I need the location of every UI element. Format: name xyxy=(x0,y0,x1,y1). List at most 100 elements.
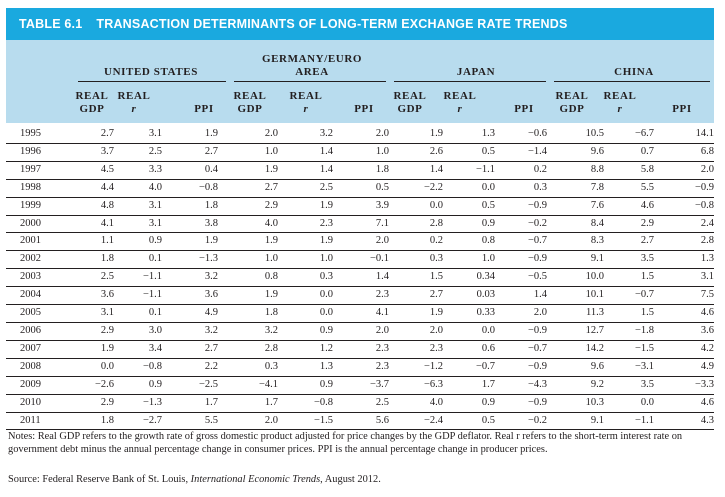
table-cell: 0.33 xyxy=(476,307,495,319)
row-year: 1996 xyxy=(20,145,41,157)
table-cell: 0.1 xyxy=(148,253,162,265)
table-cell: −4.3 xyxy=(527,378,547,390)
table-cell: 3.3 xyxy=(148,163,162,175)
col-header-cn-real-gdp: REAL GDP xyxy=(555,90,589,115)
table-cell: 1.7 xyxy=(204,396,218,408)
table-cell: −0.8 xyxy=(313,396,333,408)
table-cell: −3.7 xyxy=(369,378,389,390)
table-cell: 2.0 xyxy=(375,324,389,336)
group-rule-china xyxy=(554,81,710,82)
table-cell: 0.0 xyxy=(481,181,495,193)
table-cell: 1.9 xyxy=(264,163,278,175)
table-row: 2005 3.1 0.1 4.9 1.8 0.0 4.1 1.9 0.33 2.0 11.3 1.5 4… xyxy=(6,305,714,323)
table-cell: 4.6 xyxy=(700,396,714,408)
table-cell: 2.5 xyxy=(319,181,333,193)
table-cell: −0.9 xyxy=(527,360,547,372)
table-cell: −1.1 xyxy=(475,163,495,175)
table-cell: −0.9 xyxy=(527,253,547,265)
table-cell: 1.9 xyxy=(100,342,114,354)
table-cell: 0.5 xyxy=(375,181,389,193)
table-cell: 2.7 xyxy=(204,145,218,157)
table-cell: 2.7 xyxy=(264,181,278,193)
table-cell: 1.8 xyxy=(100,253,114,265)
table-cell: 4.5 xyxy=(100,163,114,175)
table-cell: 11.3 xyxy=(586,307,604,319)
table-cell: −2.5 xyxy=(198,378,218,390)
table-row: 2002 1.8 0.1 −1.3 1.0 1.0 −0.1 0.3 1.0 −0.9 9.1 3.5… xyxy=(6,251,714,269)
table-cell: 4.6 xyxy=(700,307,714,319)
table-cell: 12.7 xyxy=(585,324,604,336)
table-cell: 2.0 xyxy=(533,307,547,319)
table-cell: 1.3 xyxy=(700,253,714,265)
table-cell: 9.2 xyxy=(590,378,604,390)
table-cell: 10.0 xyxy=(585,271,604,283)
table-cell: 0.9 xyxy=(148,378,162,390)
table-cell: 2.5 xyxy=(148,145,162,157)
table-cell: −2.4 xyxy=(423,414,443,426)
table-cell: 10.1 xyxy=(585,289,604,301)
table-cell: 2.0 xyxy=(700,163,714,175)
table-cell: 8.8 xyxy=(590,163,604,175)
table-cell: 4.9 xyxy=(700,360,714,372)
data-table: 1995 2.7 3.1 1.9 2.0 3.2 2.0 1.9 1.3 −0.6 10.5 −6.7… xyxy=(6,126,714,430)
table-cell: 3.1 xyxy=(700,271,714,283)
table-cell: −0.9 xyxy=(527,324,547,336)
table-cell: 0.5 xyxy=(481,414,495,426)
table-cell: −0.8 xyxy=(694,199,714,211)
table-cell: 1.9 xyxy=(264,235,278,247)
table-cell: 6.8 xyxy=(700,145,714,157)
table-header: UNITED STATES GERMANY/EURO AREA JAPAN CH… xyxy=(6,40,714,123)
table-row: 2004 3.6 −1.1 3.6 1.9 0.0 2.3 2.7 0.03 1.4 10.1 −0.… xyxy=(6,287,714,305)
row-year: 1997 xyxy=(20,163,41,175)
table-cell: 1.9 xyxy=(319,199,333,211)
table-cell: 4.4 xyxy=(100,181,114,193)
col-header-jp-ppi: PPI xyxy=(514,103,534,115)
table-cell: 3.1 xyxy=(148,217,162,229)
col-header-us-real-r: REAL r xyxy=(117,90,151,115)
table-cell: 2.8 xyxy=(429,217,443,229)
table-cell: 1.9 xyxy=(264,289,278,301)
table-cell: 4.0 xyxy=(148,181,162,193)
table-cell: 1.2 xyxy=(319,342,333,354)
row-year: 2000 xyxy=(20,217,41,229)
table-cell: −0.7 xyxy=(634,289,654,301)
table-cell: 5.5 xyxy=(204,414,218,426)
table-cell: 1.4 xyxy=(375,271,389,283)
row-year: 1995 xyxy=(20,128,41,139)
table-cell: 4.6 xyxy=(640,199,654,211)
table-cell: 4.9 xyxy=(204,307,218,319)
source-suffix: , August 2012. xyxy=(320,474,381,485)
table-cell: 9.6 xyxy=(590,145,604,157)
table-cell: 2.7 xyxy=(640,235,654,247)
table-cell: 2.3 xyxy=(319,217,333,229)
table-cell: 1.4 xyxy=(429,163,443,175)
table-cell: 0.1 xyxy=(148,307,162,319)
table-row: 2007 1.9 3.4 2.7 2.8 1.2 2.3 2.3 0.6 −0.7 14.2 −1.5… xyxy=(6,340,714,359)
row-year: 2010 xyxy=(20,396,41,408)
table-source: Source: Federal Reserve Bank of St. Loui… xyxy=(8,474,714,487)
table-cell: 10.3 xyxy=(585,396,604,408)
col-header-de-ppi: PPI xyxy=(354,103,374,115)
table-cell: −0.8 xyxy=(142,360,162,372)
source-prefix: Source: Federal Reserve Bank of St. Loui… xyxy=(8,474,191,485)
table-cell: −0.6 xyxy=(527,128,547,139)
table-cell: 1.0 xyxy=(264,253,278,265)
table-cell: 3.6 xyxy=(700,324,714,336)
table-cell: 0.03 xyxy=(476,289,495,301)
group-header-united-states: UNITED STATES xyxy=(104,66,198,78)
table-cell: 2.7 xyxy=(429,289,443,301)
table-cell: 1.9 xyxy=(429,128,443,139)
col-header-de-real-r: REAL r xyxy=(289,90,323,115)
table-cell: 2.0 xyxy=(375,235,389,247)
table-cell: 0.3 xyxy=(429,253,443,265)
table-cell: 0.5 xyxy=(481,199,495,211)
table-cell: 1.8 xyxy=(264,307,278,319)
table-cell: −0.9 xyxy=(694,181,714,193)
table-cell: 0.4 xyxy=(204,163,218,175)
table-cell: 14.2 xyxy=(585,342,604,354)
table-cell: 0.0 xyxy=(429,199,443,211)
table-cell: 3.2 xyxy=(204,271,218,283)
table-cell: 2.9 xyxy=(640,217,654,229)
table-cell: 3.1 xyxy=(148,199,162,211)
row-year: 2008 xyxy=(20,360,41,372)
